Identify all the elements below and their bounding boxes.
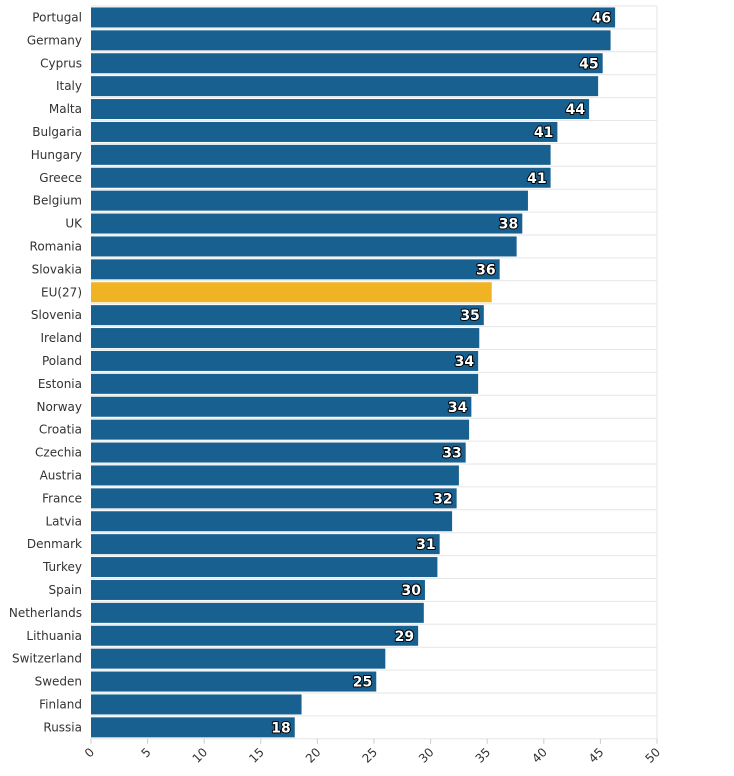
x-tick-label: 40 (529, 745, 550, 766)
bar (91, 511, 453, 532)
bar (91, 419, 470, 440)
x-tick-label: 5 (138, 745, 153, 760)
bar (91, 190, 528, 211)
bar (91, 557, 438, 578)
bar (91, 488, 457, 509)
bar (91, 213, 523, 234)
category-label: Czechia (35, 446, 82, 460)
data-label: 46 (592, 10, 611, 26)
bar (91, 7, 616, 28)
bar (91, 671, 377, 692)
x-tick-label: 45 (586, 745, 607, 766)
category-label: Slovenia (31, 308, 82, 322)
x-axis-ticks: 0 5 10 15 20 25 30 35 40 45 50 (82, 738, 663, 766)
category-label: Poland (42, 354, 82, 368)
category-label: Germany (27, 33, 82, 47)
bar (91, 396, 472, 417)
bar (91, 30, 611, 51)
data-label: 35 (460, 308, 479, 324)
bar (91, 717, 295, 738)
bar (91, 534, 440, 555)
data-label: 34 (455, 354, 475, 370)
data-label: 38 (499, 217, 518, 233)
category-label: Croatia (39, 423, 82, 437)
data-label: 41 (527, 171, 546, 187)
bar (91, 625, 419, 646)
category-label: Italy (56, 79, 82, 93)
data-label: 25 (353, 675, 372, 691)
x-tick-label: 15 (246, 745, 267, 766)
data-label: 29 (395, 629, 414, 645)
data-label: 41 (534, 125, 553, 141)
bar (91, 259, 500, 280)
category-label: Bulgaria (32, 125, 82, 139)
x-tick-label: 35 (473, 745, 494, 766)
bars (91, 7, 616, 738)
bar (91, 53, 603, 74)
bar (91, 373, 479, 394)
x-tick-label: 25 (359, 745, 380, 766)
bar (91, 602, 424, 623)
category-label: Slovakia (32, 262, 82, 276)
category-label: Estonia (38, 377, 82, 391)
data-label: 18 (271, 720, 290, 736)
category-label: Hungary (31, 148, 82, 162)
bar (91, 121, 558, 142)
category-label: Austria (40, 468, 82, 482)
category-label: Russia (43, 720, 82, 734)
grid-lines (91, 5, 658, 740)
bar (91, 305, 484, 326)
category-label: Finland (39, 697, 82, 711)
category-label: Malta (49, 102, 82, 116)
bar-highlight (91, 282, 492, 303)
category-label: Romania (30, 239, 82, 253)
category-label: Portugal (32, 10, 82, 24)
category-label: Netherlands (9, 606, 82, 620)
category-label: Turkey (42, 560, 82, 574)
category-label: France (42, 491, 82, 505)
bar (91, 76, 599, 97)
x-tick-label: 50 (642, 745, 663, 766)
x-tick-label: 20 (303, 745, 324, 766)
bar (91, 167, 551, 188)
bar (91, 328, 480, 349)
data-label: 32 (433, 491, 452, 507)
data-label: 44 (566, 102, 586, 118)
category-label: Spain (48, 583, 82, 597)
category-label: Norway (36, 400, 82, 414)
bar (91, 144, 551, 165)
x-tick-label: 30 (416, 745, 437, 766)
category-label: Belgium (33, 194, 82, 208)
x-tick-label: 0 (82, 745, 97, 760)
bar (91, 648, 386, 669)
category-labels: Portugal Germany Cyprus Italy Malta Bulgaria H… (9, 10, 83, 734)
category-label: Switzerland (12, 652, 82, 666)
category-label: Denmark (27, 537, 82, 551)
bar (91, 694, 302, 715)
category-label: Lithuania (26, 629, 82, 643)
data-label: 34 (448, 400, 468, 416)
category-label: Sweden (35, 675, 82, 689)
bar (91, 350, 479, 371)
data-label: 31 (416, 537, 435, 553)
category-label: EU(27) (41, 285, 82, 299)
category-label: Greece (39, 171, 82, 185)
bar (91, 442, 466, 463)
category-label: Latvia (45, 514, 82, 528)
category-label: Cyprus (40, 56, 82, 70)
data-label: 33 (442, 446, 461, 462)
data-label: 45 (579, 56, 598, 72)
data-label: 30 (401, 583, 421, 599)
bar (91, 99, 590, 120)
x-tick-label: 10 (190, 745, 211, 766)
bar (91, 579, 425, 600)
bar (91, 236, 517, 257)
data-labels: 46 45 44 41 41 38 36 35 34 34 33 32 31 30 29 25 18 (270, 9, 612, 737)
category-label: UK (65, 217, 83, 231)
data-label: 36 (476, 262, 495, 278)
category-label: Ireland (40, 331, 82, 345)
bar (91, 465, 459, 486)
